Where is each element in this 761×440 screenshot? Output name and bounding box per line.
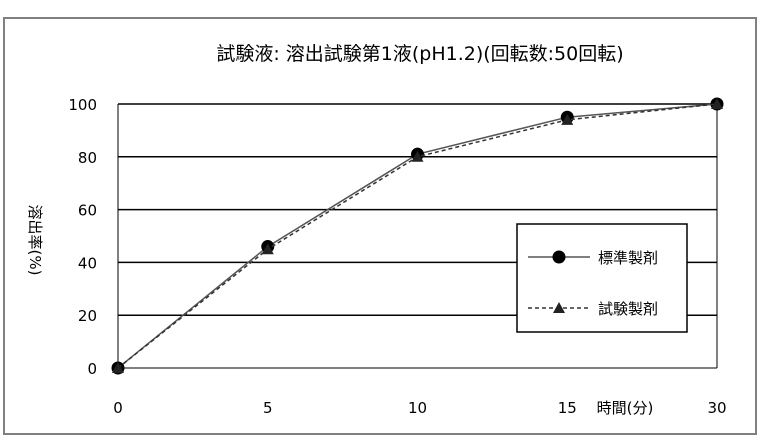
y-tick-label: 60 <box>78 202 97 220</box>
series-1-point-4 <box>711 98 723 109</box>
x-axis-label: 時間(分) <box>597 399 654 417</box>
y-tick-label: 100 <box>68 96 97 114</box>
legend-label-test: 試験製剤 <box>598 300 658 318</box>
y-tick-label: 80 <box>78 149 97 167</box>
legend: 標準製剤 試験製剤 <box>516 223 688 333</box>
x-tick-label: 10 <box>408 399 427 417</box>
series-1-point-3 <box>561 113 574 125</box>
chart-title: 試験液: 溶出試験第1液(pH1.2)(回転数:50回転) <box>216 43 623 65</box>
x-tick-labels: 0 5 10 15 30 <box>113 399 726 417</box>
y-tick-labels: 0 20 40 60 80 100 <box>68 96 97 378</box>
x-tick-label: 5 <box>263 399 273 417</box>
legend-marker-0 <box>552 250 566 264</box>
series-1-point-1 <box>261 243 274 255</box>
series-1-point-2 <box>411 150 424 162</box>
chart-border <box>3 17 757 435</box>
legend-box <box>516 223 688 333</box>
y-axis-label: 溶出率(%) <box>26 205 44 276</box>
x-tick-label: 0 <box>113 399 123 417</box>
grid-lines <box>117 103 718 369</box>
legend-label-standard: 標準製剤 <box>598 249 658 267</box>
series-group <box>111 97 724 375</box>
legend-marker-1 <box>553 302 565 313</box>
x-tick-label: 30 <box>707 399 726 417</box>
y-tick-label: 20 <box>78 307 97 325</box>
x-tick-label: 15 <box>558 399 577 417</box>
series-1-point-0 <box>112 362 124 373</box>
y-tick-label: 0 <box>87 360 97 378</box>
y-tick-label: 40 <box>78 254 97 272</box>
